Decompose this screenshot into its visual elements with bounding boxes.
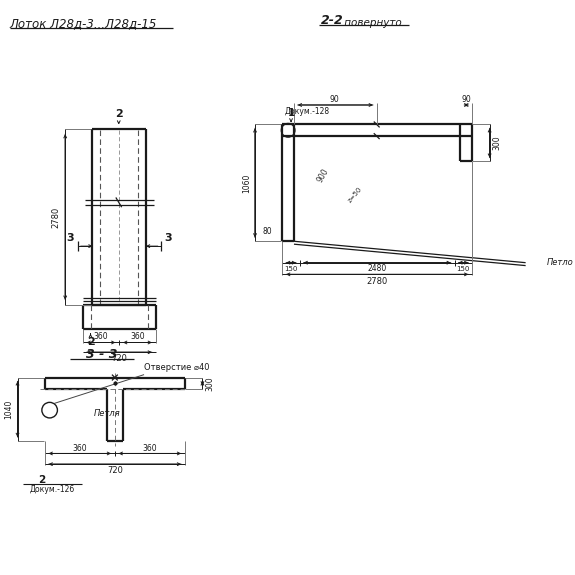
Text: 2: 2: [115, 109, 122, 119]
Text: 360: 360: [72, 444, 87, 453]
Text: 150: 150: [285, 266, 298, 271]
Text: 900: 900: [316, 167, 331, 183]
Text: z=50: z=50: [347, 186, 363, 204]
Text: 2: 2: [38, 475, 45, 485]
Text: 2-2: 2-2: [321, 14, 344, 28]
Text: 3: 3: [66, 233, 74, 243]
Text: Петло: Петло: [547, 258, 574, 267]
Text: 300: 300: [206, 376, 214, 390]
Text: 720: 720: [107, 466, 123, 476]
Text: 150: 150: [457, 266, 470, 271]
Text: 360: 360: [94, 332, 108, 341]
Text: 3 - 3: 3 - 3: [86, 348, 118, 361]
Text: 1060: 1060: [242, 173, 251, 193]
Text: Лоток Л28д-3...Л28д-15: Лоток Л28д-3...Л28д-15: [10, 17, 157, 30]
Text: 90: 90: [330, 95, 340, 103]
Text: 80: 80: [263, 227, 273, 236]
Text: 2: 2: [87, 338, 94, 347]
Text: Отверстие ⌀40: Отверстие ⌀40: [144, 363, 209, 372]
Text: 3: 3: [164, 233, 172, 243]
Text: 2480: 2480: [367, 264, 387, 273]
Text: 2780: 2780: [366, 277, 388, 286]
Text: 720: 720: [112, 354, 127, 363]
Text: 90: 90: [461, 95, 471, 103]
Text: повернуто: повернуто: [340, 18, 401, 28]
Text: Петля: Петля: [94, 409, 120, 417]
Text: 1: 1: [288, 108, 294, 118]
Text: 360: 360: [143, 444, 157, 453]
Text: 2780: 2780: [51, 206, 60, 228]
Text: Докум.-126: Докум.-126: [30, 485, 75, 494]
Text: 360: 360: [130, 332, 145, 341]
Text: Докум.-128: Докум.-128: [284, 108, 329, 116]
Text: 1040: 1040: [4, 400, 13, 419]
Text: 300: 300: [493, 136, 502, 150]
